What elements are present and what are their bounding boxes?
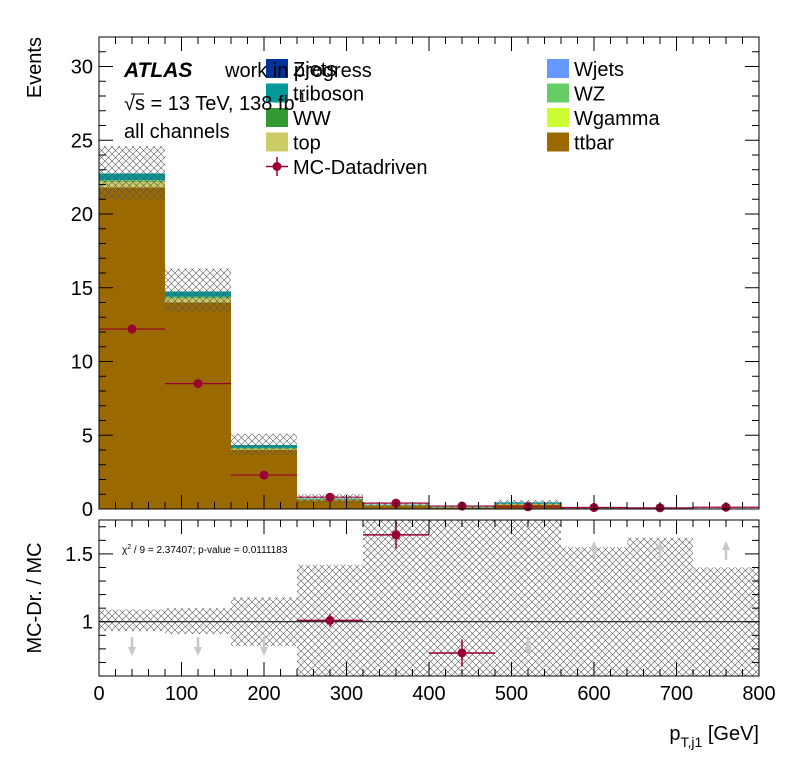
region-label: all channels bbox=[124, 121, 230, 143]
chi2-prefix: χ bbox=[122, 545, 128, 556]
legend-label-Wjets: Wjets bbox=[574, 59, 624, 81]
x-tick-label: 400 bbox=[412, 683, 445, 705]
main-uncertainty-band bbox=[165, 268, 231, 312]
ratio-arrows-group bbox=[128, 541, 730, 656]
legend-label-top: top bbox=[293, 133, 321, 155]
chi2-superscript: 2 bbox=[127, 544, 131, 551]
ratio-arrowhead-down bbox=[524, 647, 532, 656]
x-axis-label-unit: [GeV] bbox=[702, 723, 759, 745]
legend-label-Zjets: Zjets bbox=[293, 59, 336, 81]
data-point bbox=[127, 324, 137, 334]
ratio-point bbox=[325, 615, 335, 625]
legend-swatch-ttbar bbox=[547, 132, 569, 152]
x-axis-label-subscript: T,j1 bbox=[681, 734, 703, 750]
main-stack-group bbox=[99, 173, 759, 510]
main-uncertainty-band bbox=[99, 146, 165, 200]
x-tick-label: 600 bbox=[577, 683, 610, 705]
main-y-axis-label: Events bbox=[24, 37, 46, 98]
ratio-arrowhead-down bbox=[260, 647, 268, 656]
main-y-tick-label: 0 bbox=[82, 499, 93, 521]
x-tick-label: 700 bbox=[660, 683, 693, 705]
lumi-superscript: -1 bbox=[295, 90, 307, 105]
ratio-arrowhead-down bbox=[194, 647, 202, 656]
legend-swatch-Wgamma bbox=[547, 108, 569, 127]
stack-bar-ttbar bbox=[99, 187, 165, 509]
x-tick-label: 800 bbox=[742, 683, 775, 705]
chi2-label: χ2 / 9 = 2.37407; p-value = 0.0111183 bbox=[122, 544, 288, 556]
legend-swatch-Zjets bbox=[266, 59, 288, 78]
ratio-uncertainty-band bbox=[627, 537, 693, 676]
ratio-y-tick-label: 1.5 bbox=[65, 544, 93, 566]
legend-label-ttbar: ttbar bbox=[574, 133, 614, 155]
ratio-y-tick-label: 1 bbox=[82, 612, 93, 634]
ratio-uncertainty-band bbox=[561, 547, 627, 676]
data-point bbox=[193, 379, 203, 389]
data-point bbox=[325, 492, 335, 502]
legend-label-data: MC-Datadriven bbox=[293, 157, 427, 179]
ratio-uncertainty-band bbox=[99, 609, 165, 632]
sqrt-symbol: √ bbox=[124, 93, 135, 115]
x-tick-label: 500 bbox=[495, 683, 528, 705]
ratio-point bbox=[457, 648, 467, 658]
main-y-tick-label: 25 bbox=[71, 130, 93, 152]
legend-swatch-Wjets bbox=[547, 59, 569, 78]
energy-prefix: s bbox=[135, 93, 145, 115]
legend-swatch-top bbox=[266, 132, 288, 152]
x-axis-label: pT,j1 [GeV] bbox=[669, 723, 759, 750]
legend-label-WW: WW bbox=[293, 108, 331, 130]
axes-group: 0 5 10 15 20 25 30 1 1.5 0 100 200 300 400 500 600 700 80… bbox=[65, 36, 776, 705]
x-tick-label: 100 bbox=[165, 683, 198, 705]
legend-swatch-WW bbox=[266, 108, 288, 127]
data-point bbox=[259, 470, 269, 480]
main-y-tick-label: 30 bbox=[71, 57, 93, 79]
legend-label-WZ: WZ bbox=[574, 84, 605, 106]
main-y-tick-label: 10 bbox=[71, 352, 93, 374]
x-tick-label: 0 bbox=[93, 683, 104, 705]
ratio-arrowhead-down bbox=[128, 647, 136, 656]
main-y-tick-label: 15 bbox=[71, 278, 93, 300]
status-label: work in progress bbox=[224, 60, 372, 82]
energy-text: = 13 TeV, 138 fb bbox=[145, 93, 295, 115]
atlas-label: ATLAS bbox=[123, 59, 192, 82]
ratio-arrowhead-up bbox=[722, 541, 730, 550]
main-y-tick-label: 5 bbox=[82, 425, 93, 447]
legend-swatch-triboson bbox=[266, 83, 288, 103]
legend-marker-dot bbox=[272, 162, 282, 171]
chi2-text: / 9 = 2.37407; p-value = 0.0111183 bbox=[131, 545, 288, 556]
ratio-point bbox=[391, 530, 401, 540]
ratio-arrowhead-up bbox=[656, 541, 664, 550]
energy-label: √s = 13 TeV, 138 fb-1 bbox=[124, 90, 306, 115]
x-axis-label-main: p bbox=[669, 723, 680, 745]
legend-label-Wgamma: Wgamma bbox=[574, 108, 660, 130]
x-tick-label: 200 bbox=[247, 683, 280, 705]
ratio-uncertainty-band bbox=[165, 608, 231, 634]
ratio-y-axis-label: MC-Dr. / MC bbox=[24, 542, 46, 653]
x-tick-label: 300 bbox=[330, 683, 363, 705]
legend-label-triboson: triboson bbox=[293, 84, 364, 106]
main-y-tick-label: 20 bbox=[71, 204, 93, 226]
ratio-arrowhead-up bbox=[590, 541, 598, 550]
main-uncertainty-band bbox=[231, 433, 297, 455]
stack-bar-ttbar bbox=[165, 302, 231, 509]
legend-swatch-WZ bbox=[547, 83, 569, 103]
ratio-points-group bbox=[297, 521, 495, 667]
